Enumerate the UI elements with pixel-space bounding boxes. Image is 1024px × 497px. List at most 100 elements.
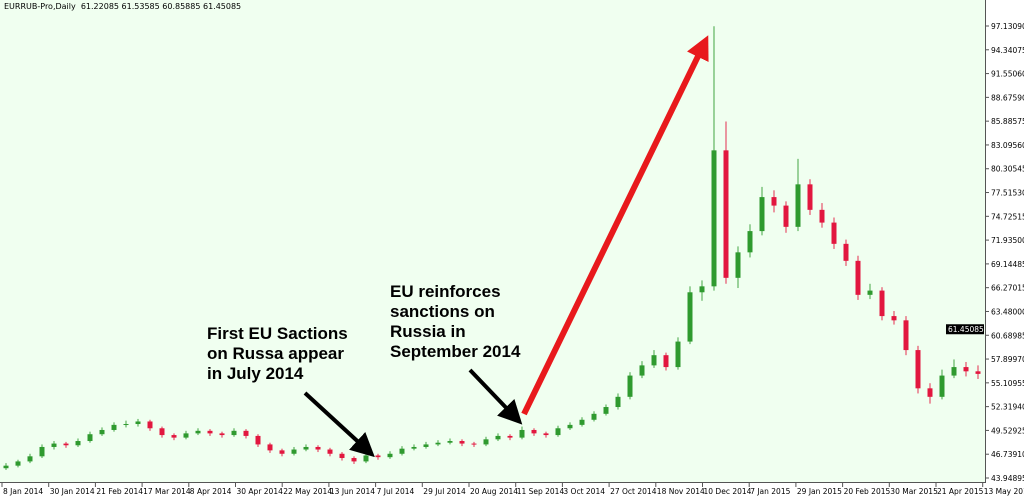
y-tick-label: 88.67590 [991, 93, 1024, 102]
candle [831, 217, 837, 249]
candle [879, 287, 885, 321]
candle-body [471, 443, 477, 445]
candle [711, 26, 717, 291]
arrow-second-sanctions [468, 368, 523, 425]
y-tick-label: 74.72515 [991, 212, 1024, 221]
candle-body [579, 419, 585, 425]
candle [27, 453, 33, 464]
y-tick-label: 83.09560 [991, 141, 1024, 150]
candle [603, 404, 609, 416]
candle-body [819, 209, 825, 223]
candle-body [3, 465, 9, 469]
candle [579, 417, 585, 427]
candle-body [735, 252, 741, 278]
candle-body [903, 320, 909, 351]
candle [99, 427, 105, 436]
x-tick-label: 7 Jan 2015 [750, 487, 790, 496]
candle-body [435, 442, 441, 445]
candle-body [363, 455, 369, 462]
y-tick-label: 69.14485 [991, 260, 1024, 269]
candle [339, 452, 345, 461]
candle-body [927, 388, 933, 397]
candle [759, 186, 765, 236]
y-tick-label: 63.48000 [991, 307, 1024, 316]
candle [75, 438, 81, 447]
candle-body [111, 424, 117, 430]
candle-body [723, 150, 729, 278]
candle-body [459, 441, 465, 444]
candle-body [783, 205, 789, 227]
candle-body [951, 367, 957, 376]
candle [807, 179, 813, 215]
candle-body [879, 290, 885, 317]
candle [351, 456, 357, 464]
candle [447, 438, 453, 445]
candle-body [519, 429, 525, 438]
candle [15, 459, 21, 468]
candle-body [39, 446, 45, 457]
candle [135, 418, 141, 427]
y-tick-label: 52.31940 [991, 403, 1024, 412]
candle-body [63, 443, 69, 446]
candle-body [759, 197, 765, 232]
candle [315, 445, 321, 453]
candle [963, 361, 969, 377]
y-tick-label: 60.68985 [991, 331, 1024, 340]
annotation-line: in July 2014 [207, 364, 304, 383]
candle [39, 444, 45, 459]
y-tick-label: 91.55060 [991, 70, 1024, 79]
candle-body [51, 443, 57, 447]
candle-body [99, 429, 105, 435]
candle-body [639, 365, 645, 376]
x-tick-label: 30 Mar 2015 [890, 487, 938, 496]
candle-body [327, 449, 333, 454]
candle [423, 441, 429, 449]
candle [915, 345, 921, 394]
candle [195, 428, 201, 436]
candle-body [267, 444, 273, 451]
candle-body [27, 456, 33, 462]
candle [3, 463, 9, 470]
annotation-line: sanctions on [390, 302, 495, 321]
y-tick-label: 80.30545 [991, 165, 1024, 174]
candle-body [243, 430, 249, 436]
candle [111, 422, 117, 432]
x-tick-label: 20 Feb 2015 [844, 487, 891, 496]
candle-body [387, 453, 393, 458]
candle [255, 434, 261, 447]
candle [495, 433, 501, 442]
candles [3, 26, 981, 470]
candle-body [375, 455, 381, 458]
candle [267, 442, 273, 453]
candle-body [603, 407, 609, 414]
candle [51, 441, 57, 450]
candle-body [591, 413, 597, 420]
candle-body [711, 150, 717, 287]
candle [771, 190, 777, 213]
candle-body [399, 448, 405, 454]
x-tick-label: 29 Jan 2015 [797, 487, 842, 496]
candle-body [771, 197, 777, 206]
y-tick-label: 94.34075 [991, 46, 1024, 55]
annotation-line: Russia in [390, 322, 466, 341]
x-tick-label: 18 Nov 2014 [657, 487, 705, 496]
candle-body [867, 290, 873, 295]
candle [891, 310, 897, 325]
candle [507, 434, 513, 441]
candle [303, 444, 309, 452]
candle-body [171, 435, 177, 438]
candle [639, 361, 645, 379]
annotation-line: First EU Sactions [207, 324, 348, 343]
candle [615, 393, 621, 410]
candle-body [411, 446, 417, 449]
candle [519, 426, 525, 440]
candle-body [135, 421, 141, 425]
candle-body [915, 350, 921, 389]
y-tick-label: 66.27015 [991, 284, 1024, 293]
x-tick-label: 21 Apr 2015 [937, 487, 984, 496]
candle [903, 316, 909, 356]
annotation-line: September 2014 [390, 342, 521, 361]
arrow-first-sanctions [303, 391, 375, 458]
chart-header: EURRUB-Pro,Daily 61.22085 61.53585 60.85… [4, 2, 241, 11]
